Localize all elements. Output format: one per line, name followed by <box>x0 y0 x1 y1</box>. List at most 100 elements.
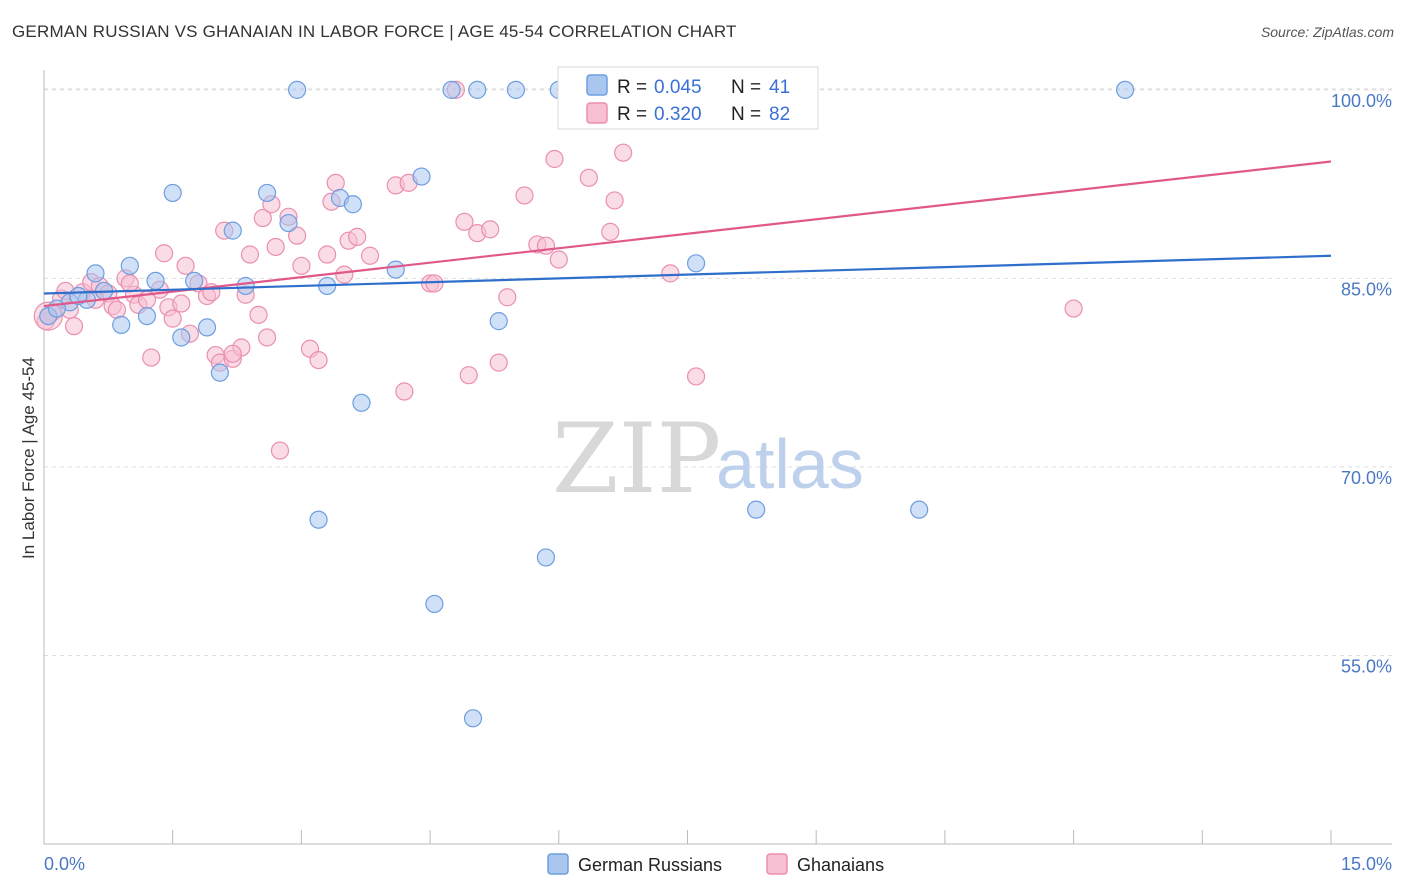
german-russians-point <box>172 328 191 347</box>
ghanaians-point <box>142 348 161 367</box>
ghanaians-point <box>249 305 268 324</box>
y-tick-label: 70.0% <box>1341 468 1392 488</box>
x-tick-label-min: 0.0% <box>44 854 85 874</box>
german-russians-point <box>506 80 526 99</box>
y-tick-label: 85.0% <box>1341 279 1392 299</box>
german-russians-point <box>120 256 139 275</box>
y-tick-label: 100.0% <box>1331 91 1392 111</box>
ghanaians-point <box>395 382 414 401</box>
grid-lines <box>44 88 1392 656</box>
ghanaians-point <box>1064 299 1083 318</box>
legend-n-label-pink: N = <box>731 104 761 125</box>
ghanaians-point <box>360 246 380 265</box>
german-russians-point <box>463 709 483 728</box>
ghanaians-point <box>172 294 191 313</box>
ghanaians-point <box>686 367 706 386</box>
legend-n-value-blue: 41 <box>769 77 790 98</box>
ghanaians-point <box>326 173 345 192</box>
ghanaians-point <box>455 212 474 231</box>
y-tick-labels: 55.0% 70.0% 85.0% 100.0% <box>1331 91 1392 677</box>
german-russians-point <box>686 254 706 273</box>
ghanaians-point <box>253 208 272 228</box>
german-russians-point <box>288 80 307 99</box>
ghanaians-point <box>579 168 598 187</box>
x-tick-marks <box>43 830 1332 844</box>
ghanaians-point <box>120 274 139 293</box>
german-russians-point <box>309 510 328 529</box>
ghanaians-point <box>536 236 556 255</box>
legend-n-label-blue: N = <box>731 77 761 98</box>
ghanaians-point <box>266 237 285 257</box>
german-russians-point <box>1115 80 1135 99</box>
german-russians-point <box>163 183 182 203</box>
ghanaians-point <box>155 244 174 263</box>
legend-swatch-pink <box>586 102 608 124</box>
ghanaians-point <box>614 143 633 162</box>
ghanaians-point <box>605 191 624 210</box>
german-russians-point <box>412 167 431 186</box>
watermark-zip: ZIP <box>552 403 721 515</box>
german-russians-point <box>468 80 487 99</box>
ghanaians-point <box>661 264 680 283</box>
german-russians-point <box>86 264 105 283</box>
ghanaians-point <box>459 366 478 385</box>
legend-r-value-pink: 0.320 <box>654 104 702 125</box>
axes <box>43 70 1392 845</box>
legend-swatch-blue <box>586 74 608 96</box>
ghanaians-point <box>107 300 127 319</box>
ghanaians-point <box>425 274 444 293</box>
ghanaians-point <box>318 245 337 264</box>
german-russians-point <box>425 594 444 614</box>
german-russians-point <box>442 80 461 99</box>
german-russians-point <box>236 276 255 296</box>
ghanaians-point <box>163 309 182 328</box>
source-label: Source: ZipAtlas.com <box>1260 24 1394 40</box>
german-russians-point <box>536 548 556 567</box>
ghanaians-trend-line <box>43 160 1332 308</box>
series-legend-ghanaians: Ghanaians <box>797 855 884 875</box>
german-russians-point <box>343 195 362 214</box>
ghanaians-point <box>545 149 564 169</box>
german-russians-point <box>223 221 242 240</box>
series-legend: German Russians Ghanaians <box>547 853 884 875</box>
german-russians-point <box>747 500 766 519</box>
ghanaians-point <box>64 317 84 336</box>
ghanaians-point <box>489 353 508 372</box>
series-legend-german-russians: German Russians <box>578 855 722 875</box>
series-legend-swatch-ghanaians <box>766 853 788 875</box>
german-russians-point <box>279 213 298 233</box>
german-russians-point <box>197 318 217 337</box>
legend-r-label-blue: R = <box>617 77 647 98</box>
german-russians-point <box>47 299 66 318</box>
legend-n-value-pink: 82 <box>769 104 790 125</box>
stats-legend: R = 0.045 N = 41 R = 0.320 N = 82 <box>557 66 819 130</box>
ghanaians-point <box>498 288 517 307</box>
ghanaians-point <box>176 256 195 275</box>
chart-title: GERMAN RUSSIAN VS GHANAIAN IN LABOR FORC… <box>12 22 737 41</box>
ghanaians-point <box>270 441 290 460</box>
y-axis-label: In Labor Force | Age 45-54 <box>19 357 38 559</box>
watermark-atlas: atlas <box>716 425 864 503</box>
ghanaians-point <box>601 222 620 241</box>
german-russians-trend-line <box>43 254 1332 295</box>
legend-r-value-blue: 0.045 <box>654 77 702 98</box>
series-legend-swatch-german-russians <box>547 853 569 875</box>
german-russians-point <box>137 306 157 326</box>
ghanaians-point <box>309 350 328 370</box>
ghanaians-point <box>257 328 277 347</box>
trend-lines <box>43 160 1332 308</box>
ghanaians-point <box>335 265 354 284</box>
ghanaians-point <box>481 220 500 239</box>
german-russians-point <box>489 312 508 331</box>
y-tick-label: 55.0% <box>1341 656 1392 676</box>
german-russians-points <box>39 80 1135 728</box>
ghanaians-point <box>549 250 568 269</box>
german-russians-point <box>112 315 131 334</box>
german-russians-point <box>352 393 371 412</box>
ghanaians-point <box>348 227 367 247</box>
legend-r-label-pink: R = <box>617 104 647 125</box>
german-russians-point <box>185 271 204 291</box>
german-russians-point <box>257 183 277 203</box>
ghanaians-point <box>292 256 311 275</box>
